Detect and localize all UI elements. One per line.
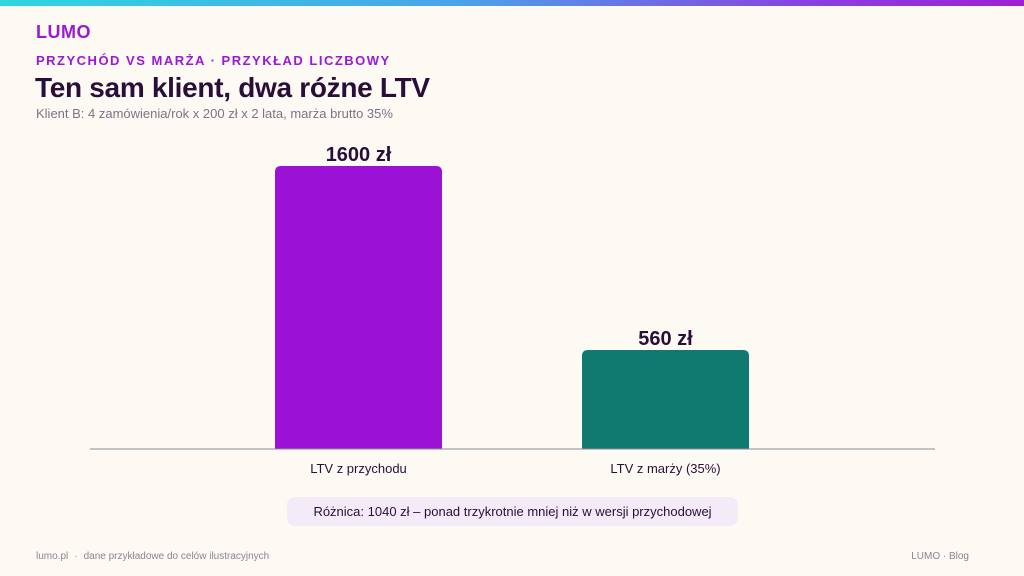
footer-site: lumo.pl: [36, 551, 69, 562]
footer-right: LUMO · Blog: [911, 551, 969, 562]
footer-left: lumo.pl · dane przykładowe do celów ilustr…: [36, 551, 269, 562]
difference-note: Różnica: 1040 zł – ponad trzykrotnie mni…: [287, 497, 738, 526]
brand-logo: LUMO: [36, 22, 91, 42]
footer-separator: ·: [74, 551, 78, 562]
category-label-2: LTV z marży (35%): [610, 461, 720, 476]
bar-1: [275, 166, 442, 449]
section-eyebrow: PRZYCHÓD VS MARŻA · PRZYKŁAD LICZBOWY: [36, 53, 391, 68]
page-title: Ten sam klient, dwa różne LTV: [35, 72, 430, 103]
category-label-1: LTV z przychodu: [310, 461, 407, 476]
bar-value-label-2: 560 zł: [638, 328, 693, 350]
footer-note: dane przykładowe do celów ilustracyjnych: [83, 551, 270, 562]
bar-2: [582, 349, 749, 449]
top-gradient-bar: [0, 0, 1024, 6]
page-subtitle: Klient B: 4 zamówienia/rok x 200 zł x 2 …: [36, 106, 393, 121]
bar-value-label-1: 1600 zł: [326, 144, 392, 166]
